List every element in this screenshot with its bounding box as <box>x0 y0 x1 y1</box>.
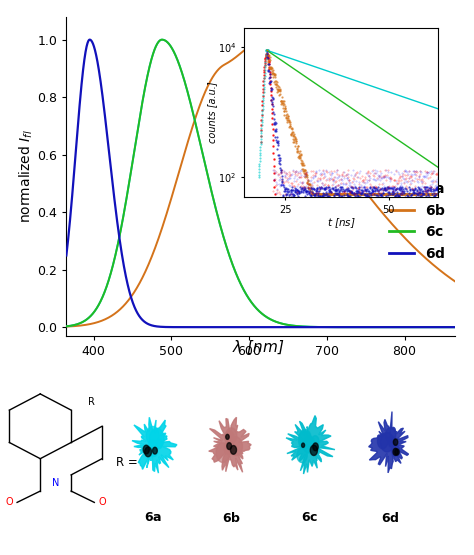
Polygon shape <box>388 437 395 447</box>
Polygon shape <box>393 448 398 455</box>
Polygon shape <box>146 426 159 445</box>
Polygon shape <box>143 445 149 454</box>
Polygon shape <box>150 446 157 457</box>
Text: $\lambda$ [nm]: $\lambda$ [nm] <box>232 338 284 356</box>
Polygon shape <box>377 434 388 449</box>
Polygon shape <box>224 441 234 455</box>
Polygon shape <box>153 447 157 454</box>
Polygon shape <box>150 428 164 449</box>
Polygon shape <box>392 445 400 456</box>
Polygon shape <box>310 445 318 456</box>
Text: 0.18: 0.18 <box>164 485 187 495</box>
Polygon shape <box>132 417 177 473</box>
Text: $\mathbf{6a}$: $\mathbf{6a}$ <box>144 511 162 523</box>
Polygon shape <box>303 436 315 453</box>
Polygon shape <box>297 448 307 463</box>
Text: O: O <box>98 497 106 507</box>
Polygon shape <box>216 443 230 462</box>
Text: $\mathbf{6b}$: $\mathbf{6b}$ <box>221 511 241 524</box>
Polygon shape <box>225 431 234 444</box>
Text: R =: R = <box>116 456 138 469</box>
Polygon shape <box>385 427 396 442</box>
Polygon shape <box>311 436 319 446</box>
Text: R: R <box>88 397 95 407</box>
X-axis label: $t$ [ns]: $t$ [ns] <box>327 216 356 230</box>
Polygon shape <box>209 417 251 472</box>
Polygon shape <box>286 416 335 474</box>
Polygon shape <box>299 431 311 450</box>
Polygon shape <box>393 439 398 445</box>
Polygon shape <box>145 447 152 457</box>
Polygon shape <box>301 443 305 447</box>
Text: 0.03: 0.03 <box>243 485 265 495</box>
Polygon shape <box>230 446 237 455</box>
Polygon shape <box>313 443 318 451</box>
Polygon shape <box>226 435 229 440</box>
Polygon shape <box>227 443 232 450</box>
Polygon shape <box>380 432 394 452</box>
Polygon shape <box>299 430 311 447</box>
Y-axis label: normalized $I_{fl}$: normalized $I_{fl}$ <box>17 129 35 223</box>
Polygon shape <box>156 439 163 448</box>
Polygon shape <box>226 428 237 443</box>
Text: 0.07: 0.07 <box>321 485 344 495</box>
Y-axis label: counts [a.u.]: counts [a.u.] <box>207 82 217 143</box>
Legend: $\mathbf{6a}$, $\mathbf{6b}$, $\mathbf{6c}$, $\mathbf{6d}$: $\mathbf{6a}$, $\mathbf{6b}$, $\mathbf{6… <box>384 177 452 267</box>
Text: $\mathbf{6c}$: $\mathbf{6c}$ <box>301 511 318 523</box>
Polygon shape <box>369 412 409 473</box>
Text: $\mathbf{6d}$: $\mathbf{6d}$ <box>381 511 399 524</box>
Polygon shape <box>229 437 243 456</box>
Text: O: O <box>6 497 13 507</box>
Polygon shape <box>149 440 156 451</box>
Polygon shape <box>395 449 399 455</box>
Text: N: N <box>52 478 59 488</box>
Text: 0.01: 0.01 <box>401 485 424 495</box>
